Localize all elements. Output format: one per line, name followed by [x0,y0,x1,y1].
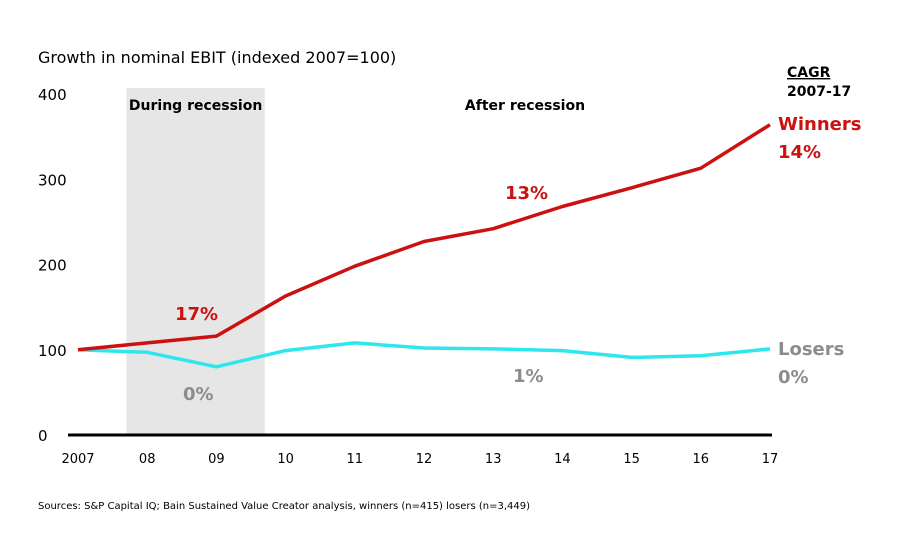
y-tick-label: 200 [38,257,67,275]
y-tick-label: 0 [38,427,48,445]
x-tick-label: 15 [623,452,640,467]
losers-recession-cagr: 0% [183,384,214,405]
losers-after-cagr: 1% [513,366,544,387]
during-recession-label: During recession [129,98,262,114]
y-tick-label: 300 [38,171,67,189]
x-tick-label: 09 [208,452,225,467]
chart-title: Growth in nominal EBIT (indexed 2007=100… [38,48,396,67]
x-tick-label: 16 [693,452,710,467]
x-tick-label: 08 [139,452,156,467]
winners-total-cagr: 14% [778,142,821,163]
x-tick-label: 14 [554,452,571,467]
x-tick-label: 17 [762,452,779,467]
after-recession-label: After recession [465,98,585,114]
x-tick-label: 2007 [61,452,94,467]
y-tick-label: 400 [38,86,67,104]
y-tick-label: 100 [38,342,67,360]
x-tick-label: 10 [277,452,294,467]
winners-series-label: Winners [778,114,861,135]
winners-after-cagr: 13% [505,183,548,204]
losers-series-label: Losers [778,339,844,360]
recession-shaded-region [126,88,265,435]
series-line-losers [77,341,771,369]
losers-total-cagr: 0% [778,367,809,388]
x-tick-label: 11 [347,452,364,467]
cagr-header-line1: CAGR [787,65,831,81]
x-axis-ticks: 2007 08 09 10 11 12 13 14 15 16 17 [61,452,778,467]
x-tick-label: 13 [485,452,502,467]
winners-recession-cagr: 17% [175,304,218,325]
x-tick-label: 12 [416,452,433,467]
series-line-winners [77,123,771,352]
source-note: Sources: S&P Capital IQ; Bain Sustained … [38,501,530,512]
y-axis-ticks: 0 100 200 300 400 [38,86,67,445]
cagr-header-line2: 2007-17 [787,84,851,100]
